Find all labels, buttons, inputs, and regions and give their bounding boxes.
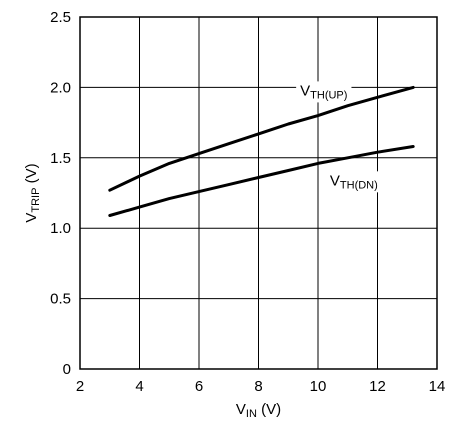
x-tick-label-10: 10 [310, 378, 327, 395]
y-axis-label-unit: (V) [23, 163, 40, 187]
series-label-vth-dn: VTH(DN) [330, 172, 378, 191]
y-tick-label-0: 0 [63, 361, 71, 378]
series-label-dn-main: V [330, 172, 340, 189]
y-axis-label-main: V [23, 213, 40, 223]
x-tick-label-2: 2 [76, 378, 84, 395]
x-tick-label-4: 4 [135, 378, 143, 395]
x-tick-label-6: 6 [195, 378, 203, 395]
series-label-up-group: VTH(UP) [296, 81, 352, 103]
series-label-dn-sub: TH(DN) [340, 179, 378, 191]
series-label-dn-background [325, 171, 382, 193]
y-axis-label-sub: TRIP [30, 188, 42, 213]
y-tick-labels: 0 0.5 1.0 1.5 2.0 2.5 [50, 9, 71, 378]
x-tick-label-8: 8 [254, 378, 262, 395]
y-tick-label-2_5: 2.5 [50, 9, 71, 26]
y-axis-label: VTRIP (V) [23, 163, 42, 222]
series-label-up-sub: TH(UP) [310, 89, 347, 101]
series-line-vth-up [108, 85, 415, 192]
series-label-up-main: V [300, 82, 310, 99]
y-tick-label-2: 2.0 [50, 79, 71, 96]
y-tick-label-1_5: 1.5 [50, 150, 71, 167]
y-tick-label-1: 1.0 [50, 220, 71, 237]
y-tick-label-0_5: 0.5 [50, 291, 71, 308]
x-axis-label-sub: IN [246, 408, 257, 420]
series-label-dn-group: VTH(DN) [325, 171, 382, 193]
series-lines [108, 85, 415, 217]
series-label-up-background [296, 81, 352, 103]
x-tick-label-12: 12 [369, 378, 386, 395]
x-axis-label: VIN (V) [236, 401, 281, 420]
series-label-vth-up: VTH(UP) [300, 82, 347, 101]
grid-lines [80, 17, 437, 369]
x-axis-label-main: V [236, 401, 246, 418]
plot-frame [79, 16, 438, 370]
x-tick-labels: 2 4 6 8 10 12 14 [76, 378, 446, 395]
series-line-vth-dn [108, 145, 415, 217]
x-axis-label-unit: (V) [257, 401, 281, 418]
x-tick-label-14: 14 [429, 378, 446, 395]
